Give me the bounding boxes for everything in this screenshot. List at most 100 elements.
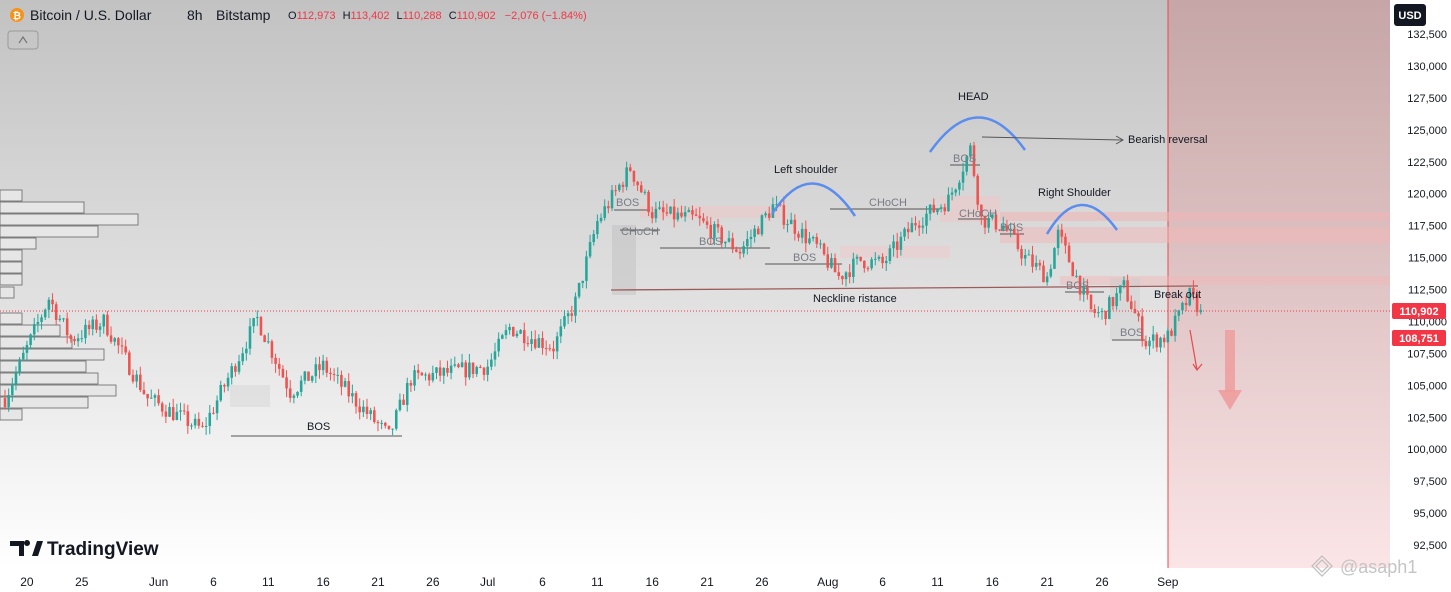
date-tick-label: 11 xyxy=(931,575,944,589)
price-tick-label: 130,000 xyxy=(1407,61,1447,73)
candle-body xyxy=(1188,287,1192,306)
tradingview-logo[interactable]: TradingView xyxy=(10,539,159,560)
candle-body xyxy=(318,364,321,371)
volume-profile-bar xyxy=(0,396,89,409)
candle-body xyxy=(263,335,266,343)
candle-body xyxy=(157,395,160,404)
candle-body xyxy=(1192,287,1195,295)
candle-body xyxy=(980,204,983,217)
candle-body xyxy=(204,425,208,427)
candle-body xyxy=(365,406,369,415)
watermark-text: @asaph1 xyxy=(1340,557,1417,577)
candle-body xyxy=(698,215,702,219)
candle-body xyxy=(3,398,7,408)
collapse-button[interactable] xyxy=(7,30,39,50)
candle-body xyxy=(307,371,310,381)
candle-body xyxy=(314,364,318,377)
candle-body xyxy=(40,317,43,322)
candle-body xyxy=(661,207,665,213)
candle-body xyxy=(453,364,457,366)
header: ₿ Bitcoin / U.S. Dollar 8h Bitstamp O112… xyxy=(7,7,587,50)
candle-body xyxy=(226,377,230,387)
price-axis-background[interactable] xyxy=(1390,0,1451,592)
candle-body xyxy=(537,338,541,348)
bearish-reversal-arrow xyxy=(981,136,1123,141)
volume-profile-bar xyxy=(0,312,23,325)
price-tick-label: 132,500 xyxy=(1407,29,1447,41)
candle-body xyxy=(431,372,435,381)
choch-label-jul: CHoCH xyxy=(621,226,659,238)
last-price-badge: 110,902 xyxy=(1392,303,1446,319)
candle-body xyxy=(680,212,683,217)
ohlc: O112,973 H113,402 L110,288 C110,902 −2,0… xyxy=(288,10,587,22)
candle-body xyxy=(892,241,895,249)
volume-profile-bar xyxy=(0,360,87,373)
currency-label[interactable]: USD xyxy=(1398,10,1421,22)
price-tick-label: 97,500 xyxy=(1413,476,1447,488)
candle-body xyxy=(735,249,738,252)
candle-body xyxy=(844,272,848,280)
candle-body xyxy=(749,236,753,240)
candle-body xyxy=(665,212,669,214)
candle-body xyxy=(1181,302,1184,311)
chevron-icon[interactable] xyxy=(18,35,28,44)
price-tick-label: 107,500 xyxy=(1407,348,1447,360)
candle-body xyxy=(669,206,672,214)
candle-body xyxy=(1023,255,1027,259)
date-tick-label: 16 xyxy=(986,575,1000,589)
right-shoulder-curve xyxy=(1045,203,1119,235)
candle-body xyxy=(610,190,614,209)
price-axis[interactable]: 92,500 95,000 97,500 100,000 102,500 105,000 1… xyxy=(1407,29,1447,552)
volume-profile-bar xyxy=(0,189,23,202)
candle-body xyxy=(1071,262,1075,277)
candle-body xyxy=(1111,297,1115,307)
watermark-icon xyxy=(1311,555,1333,577)
date-axis[interactable]: 20 25 Jun 6 11 16 21 26 Jul 6 11 16 21 26 Aug 6 11 16 21 26… xyxy=(20,575,1179,589)
price-tick-label: 102,500 xyxy=(1407,412,1447,424)
candle-body xyxy=(36,321,40,325)
candle-body xyxy=(1049,268,1053,277)
price-tick-label: 105,000 xyxy=(1407,380,1447,392)
candle-body xyxy=(234,366,237,372)
candle-body xyxy=(822,243,826,255)
candle-body xyxy=(340,374,343,387)
candle-body xyxy=(643,191,647,193)
candle-body xyxy=(746,239,749,247)
candle-body xyxy=(1173,315,1177,336)
bitcoin-icon-glyph: ₿ xyxy=(13,10,21,22)
candle-body xyxy=(223,385,226,387)
candles[interactable] xyxy=(3,141,1203,436)
candle-body xyxy=(603,206,606,218)
date-tick-label: 6 xyxy=(210,575,217,589)
candle-body xyxy=(171,407,175,420)
symbol-name[interactable]: Bitcoin / U.S. Dollar xyxy=(30,7,152,23)
candle-body xyxy=(650,212,654,219)
candle-body xyxy=(369,410,372,415)
candle-body xyxy=(720,227,723,244)
candle-body xyxy=(709,224,713,239)
zone-box xyxy=(612,225,636,295)
currency-button[interactable]: USD xyxy=(1394,4,1426,26)
candle-body xyxy=(1170,330,1173,336)
candle-body xyxy=(976,175,979,205)
candle-body xyxy=(91,319,95,330)
date-tick-label: 21 xyxy=(700,575,714,589)
candle-body xyxy=(281,368,285,378)
candle-body xyxy=(541,338,544,349)
candle-body xyxy=(32,324,36,335)
candle-body xyxy=(135,374,138,382)
price-tick-label: 112,500 xyxy=(1408,285,1447,297)
volume-profile-bar xyxy=(0,273,23,286)
candle-body xyxy=(1009,228,1012,231)
candle-body xyxy=(753,228,756,237)
candle-body xyxy=(1053,248,1056,269)
candle-body xyxy=(947,194,950,212)
bos-label-jun: BOS xyxy=(307,421,330,433)
candle-body xyxy=(870,259,873,269)
head-curve xyxy=(928,116,1027,153)
candle-body xyxy=(413,370,416,386)
interval[interactable]: 8h xyxy=(187,7,203,23)
candle-body xyxy=(705,221,709,225)
date-axis-background[interactable] xyxy=(0,570,1390,592)
candle-body xyxy=(782,205,786,225)
